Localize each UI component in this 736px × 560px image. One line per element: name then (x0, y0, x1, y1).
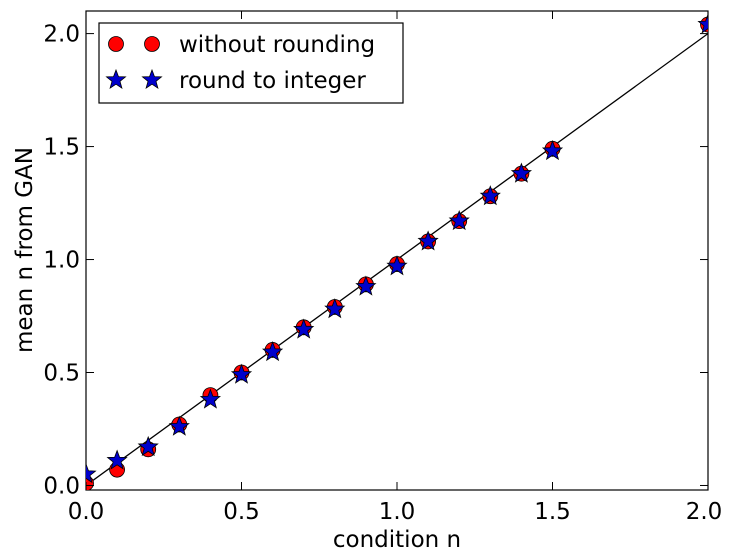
star-point (510, 162, 532, 183)
star-point (448, 209, 470, 231)
star-point (697, 13, 708, 34)
legend-marker (108, 36, 124, 52)
x-tick-label: 2.0 (686, 499, 723, 525)
x-tick-label: 0.0 (68, 499, 105, 525)
star-point (199, 388, 221, 409)
y-tick-label: 0.0 (43, 473, 80, 499)
x-tick-label: 1.0 (379, 499, 416, 525)
star-point (541, 139, 564, 161)
legend-marker (144, 36, 160, 52)
y-tick-label: 2.0 (43, 22, 80, 48)
y-tick-label: 1.0 (43, 248, 80, 274)
star-point (417, 230, 439, 251)
x-axis-label: condition n (333, 527, 461, 553)
star-point (230, 363, 253, 384)
y-tick-label: 1.5 (43, 135, 80, 161)
star-point (106, 449, 128, 470)
legend-label: without rounding (179, 32, 375, 58)
legend-frame (98, 22, 404, 104)
star-point (262, 341, 284, 362)
x-tick-label: 1.5 (534, 499, 571, 525)
star-point (137, 435, 159, 457)
star-point (355, 275, 377, 296)
star-point (168, 415, 190, 436)
star-point (324, 298, 346, 319)
star-point (479, 185, 501, 206)
star-point (386, 255, 408, 276)
x-tick-label: 0.5 (223, 499, 260, 525)
legend-marker (141, 68, 163, 90)
legend: without rounding round to integer (98, 22, 404, 104)
star-point (86, 463, 97, 484)
legend-marker (105, 68, 127, 90)
legend-label: round to integer (179, 68, 366, 94)
y-tick-label: 0.5 (43, 361, 80, 387)
y-axis-label: mean n from GAN (12, 147, 38, 353)
star-point (293, 318, 315, 339)
